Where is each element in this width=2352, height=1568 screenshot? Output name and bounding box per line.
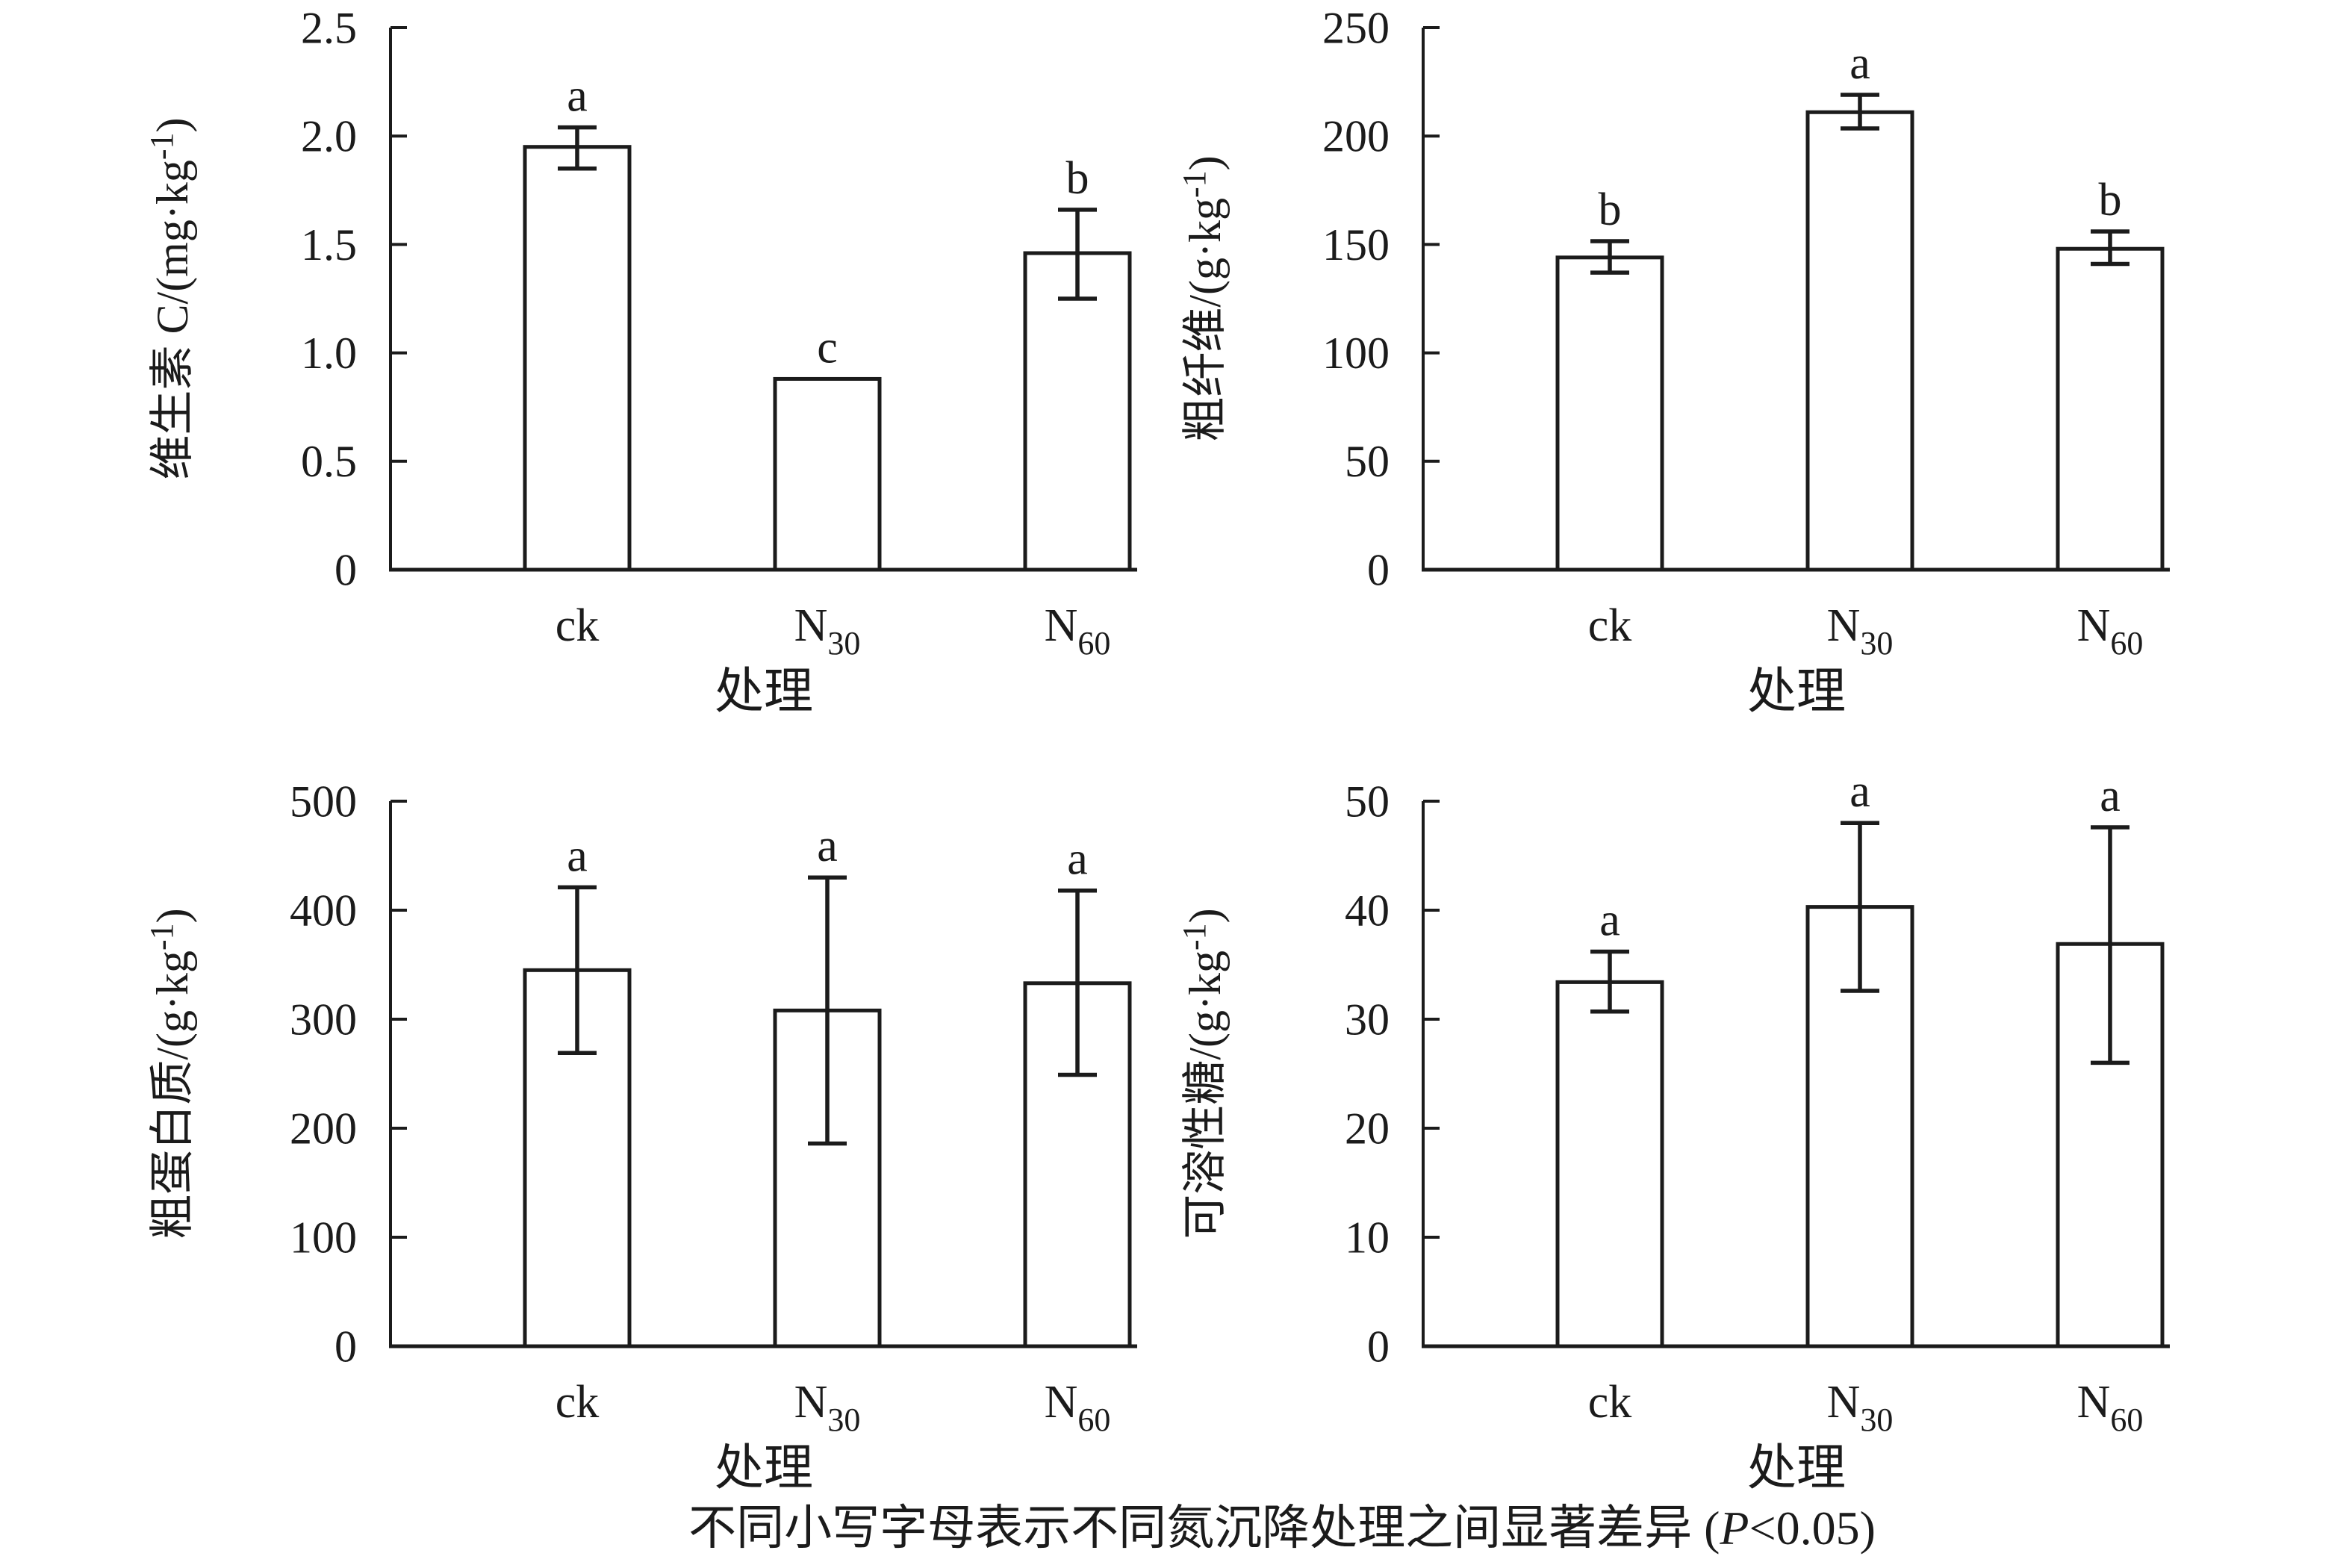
error-bar-N30 (808, 875, 847, 1146)
x-category-label-N30: N30 (794, 600, 861, 662)
error-bar-N60 (1058, 208, 1097, 301)
y-tick-label: 50 (1345, 777, 1390, 826)
y-tick-label: 20 (1345, 1104, 1390, 1153)
x-axis-title: 处理 (715, 1441, 813, 1496)
panel-soluble-sugar: 0 10 20 30 40 50 a ck a N30 a N60 处理 可溶性糖/(g·kg-1) (1176, 766, 2170, 1496)
x-category-label-N60: N60 (1045, 600, 1111, 662)
y-tick-label: 400 (290, 886, 357, 935)
y-tick-label: 0 (335, 1322, 357, 1371)
sig-letter-ck: a (1599, 895, 1620, 945)
bar-N60 (1023, 251, 1132, 572)
bar-ck (1555, 255, 1664, 572)
sig-letter-N60: a (1067, 834, 1088, 885)
x-axis-title: 处理 (1747, 1441, 1846, 1496)
y-axis-title: 维生素 C/(mg·kg-1) (143, 118, 197, 480)
y-tick-label: 200 (1322, 112, 1390, 161)
y-tick-label: 250 (1322, 3, 1390, 52)
panel-crude-fiber: 0 50 100 150 200 250 b ck a N30 b N60 处理 粗纤维/(g·kg-1) (1176, 3, 2170, 719)
panel-crude-protein: 0 100 200 300 400 500 a ck a N30 a N60 处理 粗蛋白质/(g·kg-… (143, 777, 1137, 1496)
x-category-label-N60: N60 (1045, 1377, 1111, 1438)
error-bar-N60 (2091, 229, 2129, 267)
y-tick-label: 100 (1322, 329, 1390, 378)
bar-ck (523, 145, 632, 572)
error-bar-N60 (1058, 888, 1097, 1077)
sig-letter-N30: a (1849, 766, 1870, 817)
x-category-label-N30: N30 (1827, 1377, 1894, 1438)
y-tick-label: 40 (1345, 886, 1390, 935)
y-tick-label: 2.5 (301, 3, 357, 52)
x-axis-title: 处理 (1747, 665, 1846, 719)
y-tick-label: 200 (290, 1104, 357, 1153)
error-bar-ck (1590, 949, 1629, 1014)
x-category-label-N60: N60 (2077, 600, 2144, 662)
x-category-label-N30: N30 (794, 1377, 861, 1438)
y-tick-label: 2.0 (301, 112, 357, 161)
y-axis-title: 粗蛋白质/(g·kg-1) (143, 908, 197, 1239)
x-category-label-N60: N60 (2077, 1377, 2144, 1438)
x-axis-title: 处理 (715, 665, 813, 719)
error-bar-N30 (1841, 821, 1879, 993)
error-bar-N30 (1841, 93, 1879, 131)
error-bar-ck (558, 125, 597, 171)
error-bar-ck (558, 885, 597, 1056)
y-axis-title: 粗纤维/(g·kg-1) (1176, 155, 1230, 441)
x-category-label-ck: ck (1588, 1377, 1632, 1428)
x-category-label-ck: ck (556, 600, 600, 651)
bar-N60 (2056, 246, 2165, 572)
x-category-label-ck: ck (1588, 600, 1632, 651)
y-tick-label: 0.5 (301, 437, 357, 486)
x-category-label-ck: ck (556, 1377, 600, 1428)
bar-ck (1555, 980, 1664, 1348)
x-category-label-N30: N30 (1827, 600, 1894, 662)
y-tick-label: 30 (1345, 995, 1390, 1044)
y-tick-label: 500 (290, 777, 357, 826)
y-tick-label: 0 (1367, 1322, 1390, 1371)
y-tick-label: 150 (1322, 220, 1390, 270)
y-tick-label: 1.0 (301, 329, 357, 378)
y-tick-label: 50 (1345, 437, 1390, 486)
y-tick-label: 1.5 (301, 220, 357, 270)
panel-vitamin-c: 0 0.5 1.0 1.5 2.0 2.5 a ck c N30 b N60 处理 维生素 C/(mg·k… (143, 3, 1137, 719)
bar-N30 (773, 376, 882, 572)
error-bar-N60 (2091, 825, 2129, 1065)
y-axis-title: 可溶性糖/(g·kg-1) (1176, 908, 1230, 1239)
sig-letter-N60: a (2100, 771, 2121, 821)
sig-letter-N30: a (817, 821, 838, 871)
sig-letter-N30: c (817, 322, 838, 373)
y-tick-label: 300 (290, 995, 357, 1044)
sig-letter-ck: a (567, 830, 588, 881)
y-tick-label: 100 (290, 1213, 357, 1262)
figure-caption: 不同小写字母表示不同氮沉降处理之间显著差异 (P<0.05) (688, 1502, 1876, 1555)
y-tick-label: 10 (1345, 1213, 1390, 1262)
sig-letter-ck: a (567, 71, 588, 122)
sig-letter-N30: a (1849, 38, 1870, 89)
sig-letter-N60: b (1066, 153, 1089, 204)
y-tick-label: 0 (335, 545, 357, 594)
y-tick-label: 0 (1367, 545, 1390, 594)
bar-N30 (1805, 110, 1914, 572)
sig-letter-ck: b (1599, 184, 1622, 235)
error-bar-ck (1590, 239, 1629, 275)
sig-letter-N60: b (2099, 175, 2122, 225)
